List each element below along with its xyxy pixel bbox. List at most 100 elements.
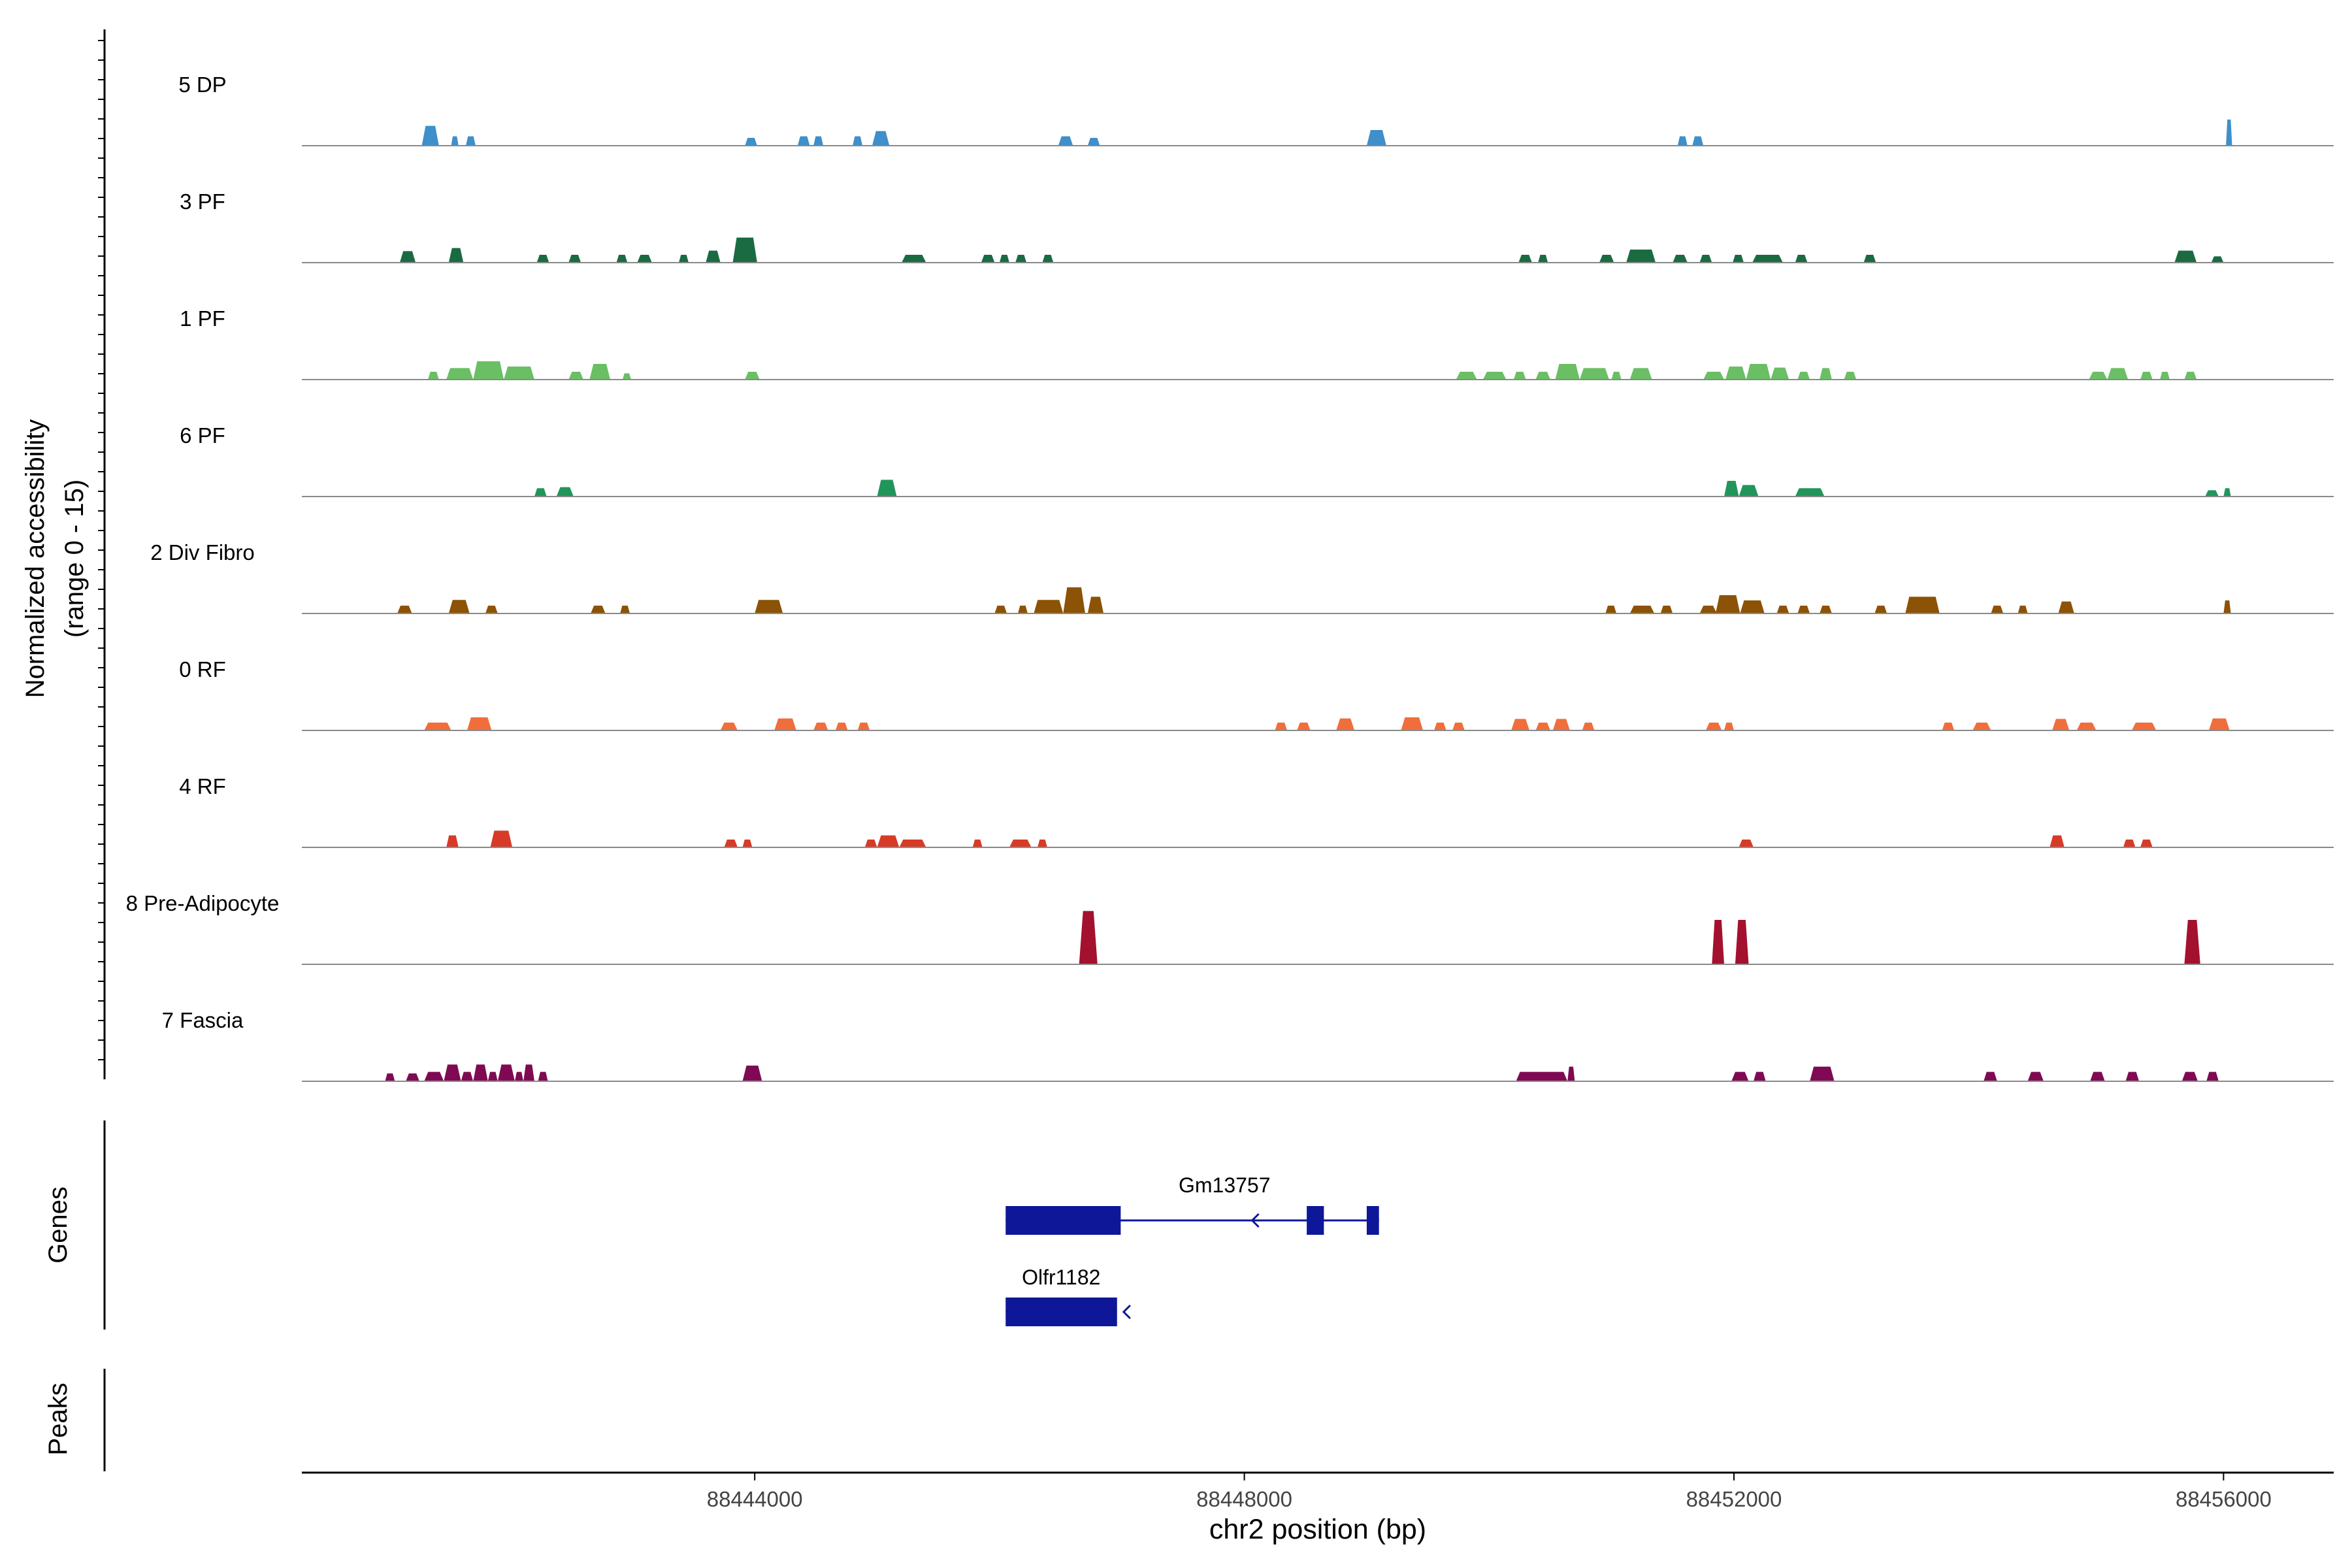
x-tick-label: 88456000: [2176, 1487, 2272, 1511]
coverage-peak: [1725, 367, 1746, 380]
x-axis-title: chr2 position (bp): [1209, 1514, 1426, 1545]
coverage-peak: [1692, 136, 1704, 146]
coverage-peak: [877, 480, 897, 497]
coverage-peak: [2140, 372, 2153, 380]
coverage-peak: [732, 237, 757, 263]
coverage-peak: [2226, 120, 2232, 146]
coverage-peak: [1511, 719, 1530, 730]
coverage-peak: [2160, 372, 2170, 380]
coverage-peak: [1863, 255, 1876, 263]
coverage-peak: [616, 255, 628, 263]
gene-track: Gm13757 Olfr1182: [1005, 1173, 1379, 1326]
coverage-peak: [568, 255, 581, 263]
coverage-peak: [2181, 1071, 2198, 1081]
coverage-peak: [2052, 719, 2070, 730]
coverage-peak: [1401, 717, 1424, 730]
coverage-peak: [972, 840, 983, 847]
coverage-peak: [424, 1071, 444, 1081]
coverage-peak: [813, 136, 824, 146]
tracks-y-ticks: [98, 40, 105, 1060]
coverage-peak: [1820, 606, 1832, 613]
coverage-peak: [2184, 920, 2200, 964]
coverage-peak: [1297, 723, 1311, 730]
coverage-peak: [1874, 606, 1887, 613]
coverage-peak: [1810, 1066, 1835, 1081]
track-6: 4 RF: [179, 774, 2334, 848]
gene-label: Gm13757: [1179, 1173, 1271, 1197]
coverage-peak: [1844, 372, 1857, 380]
coverage-peak: [1456, 372, 1477, 380]
coverage-peak: [1739, 840, 1754, 847]
coverage-peak: [2140, 840, 2153, 847]
coverage-peak: [742, 840, 753, 847]
peaks-panel-label: Peaks: [44, 1382, 73, 1455]
coverage-peak: [1516, 1071, 1568, 1081]
coverage-peak: [399, 251, 416, 263]
coverage-peak: [1740, 600, 1765, 613]
coverage-peak: [1752, 255, 1783, 263]
coverage-peak: [2208, 718, 2230, 730]
coverage-peak: [1452, 723, 1465, 730]
coverage-peak: [1009, 840, 1032, 847]
coverage-peak: [1611, 372, 1622, 380]
coverage-peak: [706, 250, 721, 263]
strand-arrow: [1250, 1213, 1260, 1228]
coverage-peak: [466, 136, 476, 146]
gene-Gm13757: Gm13757: [1005, 1173, 1379, 1235]
coverage-peak: [1724, 481, 1739, 497]
coverage-peak: [2125, 1071, 2140, 1081]
coverage-peak: [877, 835, 900, 847]
coverage-peak: [473, 1064, 488, 1081]
coverage-peak: [448, 248, 464, 263]
coverage-peak: [1797, 372, 1810, 380]
track-label: 2 Div Fibro: [150, 540, 255, 564]
coverage-peak: [485, 606, 498, 613]
coverage-peak: [461, 1071, 474, 1081]
y-axis-title: Normalized accessibility (range 0 - 15): [21, 419, 89, 698]
coverage-peak: [1582, 723, 1595, 730]
coverage-peak: [523, 1064, 534, 1081]
coverage-peak: [1754, 1071, 1766, 1081]
coverage-peak: [637, 255, 652, 263]
x-tick-label: 88452000: [1686, 1487, 1782, 1511]
strand-arrow: [1103, 1213, 1113, 1228]
genes-panel-label: Genes: [44, 1186, 73, 1264]
coverage-peak: [1567, 1066, 1575, 1081]
coverage-peak: [2089, 372, 2108, 380]
coverage-peak: [448, 600, 470, 613]
coverage-peak: [1712, 920, 1724, 964]
coverage-peak: [556, 487, 574, 497]
coverage-peak: [1518, 255, 1532, 263]
coverage-peak: [1984, 1071, 1997, 1081]
gene-exon: [1366, 1206, 1379, 1235]
coverage-peak: [1063, 587, 1085, 613]
coverage-peak: [835, 723, 848, 730]
coverage-peak: [2123, 840, 2136, 847]
gene-label: Olfr1182: [1022, 1266, 1100, 1289]
coverage-peak: [1733, 255, 1744, 263]
coverage-peak: [1535, 723, 1550, 730]
coverage-peak: [2027, 1071, 2044, 1081]
coverage-peak: [1699, 606, 1717, 613]
coverage-peak: [1599, 255, 1614, 263]
coverage-peak: [451, 136, 459, 146]
coverage-peak: [1795, 255, 1808, 263]
coverage-peak: [1673, 255, 1688, 263]
coverage-peak: [981, 255, 995, 263]
coverage-peak: [813, 723, 828, 730]
coverage-peak: [1629, 368, 1652, 380]
coverage-peak: [872, 131, 890, 146]
coverage-peak: [999, 255, 1009, 263]
coverage-peak: [1042, 255, 1054, 263]
x-tick-label: 88448000: [1196, 1487, 1292, 1511]
coverage-tracks: 5 DP 3 PF 1 PF 6 PF 2 Div Fibro 0 RF 4 RF 8 Pre…: [126, 73, 2334, 1082]
coverage-peak: [385, 1073, 395, 1081]
coverage-peak: [1629, 606, 1655, 613]
coverage-peak: [994, 606, 1007, 613]
coverage-peak: [534, 488, 547, 497]
coverage-peak: [1972, 723, 1991, 730]
coverage-peak: [864, 840, 877, 847]
coverage-peak: [1776, 606, 1789, 613]
coverage-peak: [2090, 1071, 2105, 1081]
